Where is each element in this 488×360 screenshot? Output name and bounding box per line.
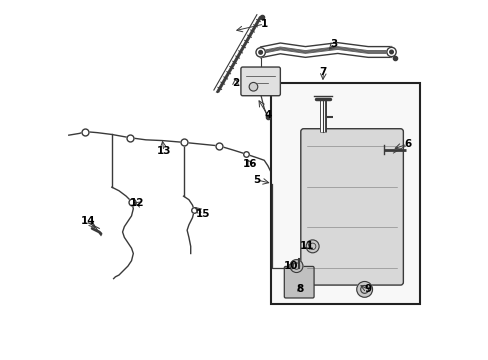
Text: 14: 14 [81, 216, 96, 226]
Text: 1: 1 [260, 19, 267, 29]
Text: 6: 6 [403, 139, 410, 149]
Text: 11: 11 [300, 241, 314, 251]
Circle shape [356, 282, 372, 297]
Circle shape [305, 240, 319, 253]
FancyBboxPatch shape [284, 266, 313, 298]
Circle shape [249, 82, 257, 91]
Text: 13: 13 [156, 146, 171, 156]
Circle shape [289, 260, 303, 273]
Circle shape [258, 50, 262, 54]
Text: 4: 4 [264, 111, 271, 121]
Text: 16: 16 [242, 159, 257, 169]
Text: 9: 9 [364, 284, 371, 294]
Text: 3: 3 [330, 39, 337, 49]
Bar [271, 83, 419, 304]
FancyBboxPatch shape [300, 129, 403, 285]
Circle shape [255, 48, 265, 57]
Circle shape [386, 47, 395, 57]
Text: 7: 7 [319, 67, 326, 77]
Text: 5: 5 [253, 175, 260, 185]
Text: 8: 8 [296, 284, 303, 294]
Text: 10: 10 [284, 261, 298, 271]
Text: 12: 12 [129, 198, 144, 208]
Circle shape [389, 50, 392, 54]
Text: 2: 2 [231, 78, 239, 88]
FancyBboxPatch shape [241, 67, 280, 96]
Text: 15: 15 [196, 209, 210, 219]
